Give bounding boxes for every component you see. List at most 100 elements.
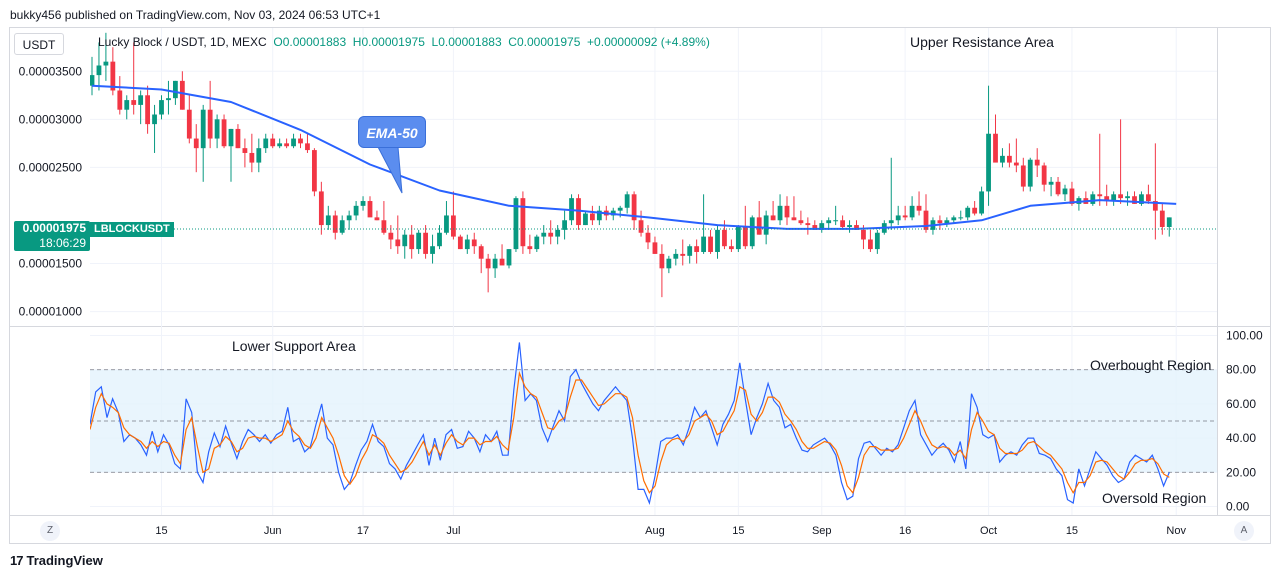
rsi-tick-label: 100.00 (1226, 329, 1263, 343)
candle-body (464, 239, 470, 250)
candle-body (562, 220, 567, 230)
candle (457, 234, 463, 250)
candle-body (687, 246, 693, 256)
candle-body (1027, 159, 1033, 187)
last-price-value: 0.00001975 (22, 221, 86, 235)
candle (513, 196, 519, 252)
candle-body (729, 246, 734, 250)
candle-body (430, 246, 435, 254)
candle-body (291, 138, 296, 147)
price-tick-label: 0.00001000 (19, 305, 83, 319)
candle-body (1062, 188, 1068, 195)
legend-low: L0.00001883 (431, 35, 502, 49)
candle (986, 85, 991, 206)
candle-body (312, 150, 317, 192)
currency-button[interactable]: USDT (14, 33, 64, 55)
candle-body (1097, 194, 1103, 197)
candle (166, 80, 171, 115)
oversold-label: Oversold Region (1102, 490, 1207, 506)
candle (332, 210, 338, 240)
candle-body (590, 213, 595, 221)
candle-body (325, 215, 331, 226)
candle (193, 124, 199, 173)
candles-layer (90, 32, 1172, 298)
time-tick-label: Jun (264, 525, 282, 537)
candle (756, 201, 762, 235)
candle (430, 234, 435, 264)
candle (186, 95, 192, 144)
candle (492, 253, 498, 278)
candle (124, 95, 130, 120)
candle-body (722, 229, 727, 247)
candle-body (986, 133, 991, 192)
candle (1034, 148, 1040, 177)
auto-scale-button[interactable]: A (1234, 521, 1254, 541)
candle (791, 196, 797, 221)
candle-body (694, 246, 700, 252)
candle-body (277, 143, 283, 147)
candle-body (1152, 201, 1158, 211)
candle-body (179, 80, 185, 110)
candle (1146, 184, 1151, 204)
candle (374, 210, 380, 221)
y-tick-labels: 0.00001000 0.00001500 0.00002500 0.00003000… (19, 64, 1263, 513)
candle-body (159, 100, 164, 115)
candle-body (332, 215, 338, 233)
candle-body (958, 217, 964, 219)
candle-body (701, 236, 706, 252)
rsi-band-layer (90, 369, 1217, 473)
candle (256, 138, 262, 173)
candle-body (207, 109, 213, 139)
overbought-label: Overbought Region (1090, 357, 1212, 373)
candle-body (513, 198, 519, 250)
candle (826, 217, 832, 230)
candle-body (298, 138, 303, 144)
lower-support-label: Lower Support Area (232, 338, 356, 354)
candle (1055, 177, 1061, 197)
candle (402, 229, 408, 259)
rsi-ma-line (90, 370, 1170, 495)
candle-body (506, 249, 512, 266)
candle-body (742, 226, 748, 247)
candle (1125, 191, 1130, 206)
candle-body (339, 220, 345, 233)
candle (228, 128, 234, 182)
candle-body (631, 194, 637, 221)
tradingview-logo-text: TradingView (26, 553, 103, 568)
candle-body (186, 109, 192, 139)
upper-resistance-label: Upper Resistance Area (910, 34, 1054, 50)
candle-body (659, 253, 665, 269)
candle-body (937, 220, 943, 224)
candle (103, 32, 109, 81)
rsi-tick-label: 20.00 (1226, 465, 1256, 479)
x-tick-labels: 15 Jun 17 Jul Aug 15 Sep 16 Oct 15 Nov (155, 525, 1186, 537)
candle-body (152, 114, 157, 125)
candle-body (965, 207, 971, 218)
candle-body (951, 217, 957, 221)
candle (367, 196, 373, 218)
candle-body (1041, 165, 1047, 185)
candle (381, 201, 387, 235)
candle (499, 244, 505, 266)
candle (318, 181, 324, 235)
candle-body (1055, 181, 1061, 195)
candle (1062, 184, 1068, 202)
candle (652, 236, 658, 254)
candle (673, 249, 679, 266)
candle-body (895, 215, 901, 221)
candle-body (784, 205, 790, 218)
candle-body (395, 239, 401, 247)
candle (263, 133, 269, 153)
time-tick-label: 15 (155, 525, 167, 537)
candle (1159, 203, 1165, 235)
candle (937, 215, 943, 230)
candle-body (96, 65, 102, 76)
scale-mode-button[interactable]: Z (40, 521, 60, 541)
candle (235, 124, 241, 149)
candle (1000, 148, 1005, 168)
candle-body (305, 143, 310, 151)
candle-body (833, 220, 839, 222)
candle (451, 191, 456, 240)
candle (242, 138, 248, 168)
